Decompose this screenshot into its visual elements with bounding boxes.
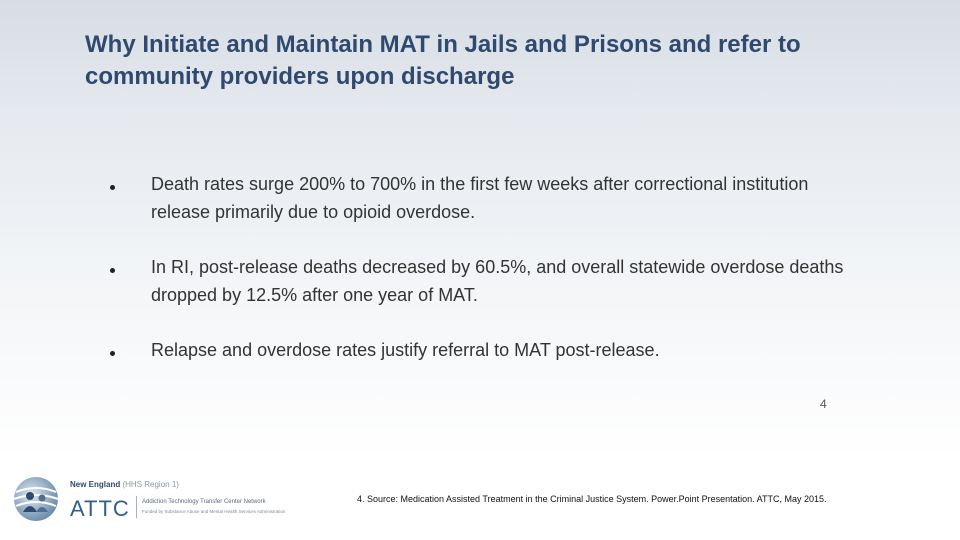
bullet-text: Death rates surge 200% to 700% in the fi… <box>151 174 809 222</box>
footnote-number: 4 <box>820 397 827 411</box>
logo-network: Addiction Technology Transfer Center Net… <box>142 499 266 505</box>
globe-people-icon <box>13 477 59 521</box>
slide-title: Why Initiate and Maintain MAT in Jails a… <box>85 31 801 90</box>
attc-logo: New England (HHS Region 1) ATTC Addictio… <box>10 474 310 524</box>
bullet-text: Relapse and overdose rates justify refer… <box>151 340 660 360</box>
logo-name: ATTC <box>70 496 130 521</box>
bullet-dot-icon <box>110 351 115 356</box>
logo-divider <box>136 496 137 518</box>
logo-region: New England (HHS Region 1) <box>70 480 179 489</box>
logo-funded-by: Funded by Substance Abuse and Mental Hea… <box>142 509 286 514</box>
bullet-text: In RI, post-release deaths decreased by … <box>151 257 844 305</box>
bullet-dot-icon <box>110 185 115 190</box>
bullet-dot-icon <box>110 268 115 273</box>
source-citation: 4. Source: Medication Assisted Treatment… <box>357 494 827 504</box>
